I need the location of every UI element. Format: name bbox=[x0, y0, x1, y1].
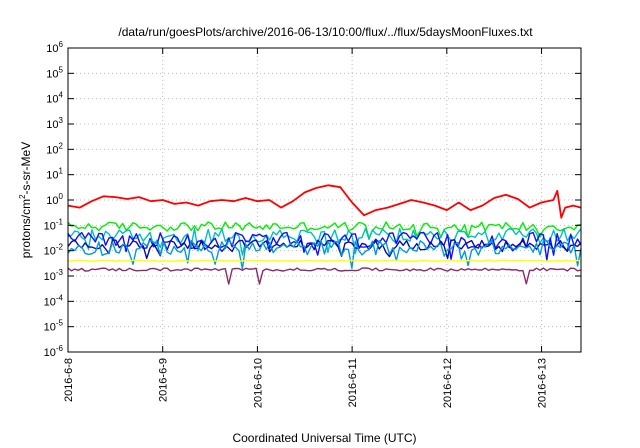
y-tick-label: 10-4 bbox=[44, 293, 64, 308]
y-tick-label: 10-6 bbox=[44, 344, 64, 359]
series-line-6 bbox=[67, 259, 582, 262]
x-tick-label: 2016-6-11 bbox=[347, 358, 359, 407]
y-tick-label: 103 bbox=[46, 116, 63, 131]
series-line-0 bbox=[67, 184, 582, 219]
x-tick-label: 2016-6-13 bbox=[537, 358, 549, 408]
series-line-4 bbox=[67, 239, 582, 260]
x-tick-label: 2016-6-10 bbox=[252, 358, 264, 408]
y-tick-label: 104 bbox=[46, 91, 63, 106]
x-tick-label: 2016-6-8 bbox=[63, 358, 75, 402]
x-axis-label: Coordinated Universal Time (UTC) bbox=[232, 431, 416, 445]
y-tick-label: 101 bbox=[46, 167, 63, 182]
y-tick-label: 10-1 bbox=[44, 217, 64, 232]
y-tick-label: 102 bbox=[46, 141, 63, 156]
y-tick-label: 106 bbox=[46, 40, 63, 55]
y-tick-label: 10-2 bbox=[44, 243, 64, 258]
y-axis-label: protons/cm2-s-sr-MeV bbox=[18, 142, 33, 258]
series-line-7 bbox=[67, 267, 582, 285]
series-line-1 bbox=[67, 221, 582, 239]
chart-title: /data/run/goesPlots/archive/2016-06-13/1… bbox=[118, 25, 533, 39]
y-tick-label: 10-3 bbox=[44, 268, 64, 283]
y-tick-label: 105 bbox=[46, 65, 63, 80]
x-tick-label: 2016-6-9 bbox=[158, 358, 170, 402]
y-tick-label: 100 bbox=[46, 192, 63, 207]
series-line-5 bbox=[67, 239, 582, 270]
x-tick-label: 2016-6-12 bbox=[442, 358, 454, 408]
y-tick-label: 10-5 bbox=[44, 319, 64, 334]
